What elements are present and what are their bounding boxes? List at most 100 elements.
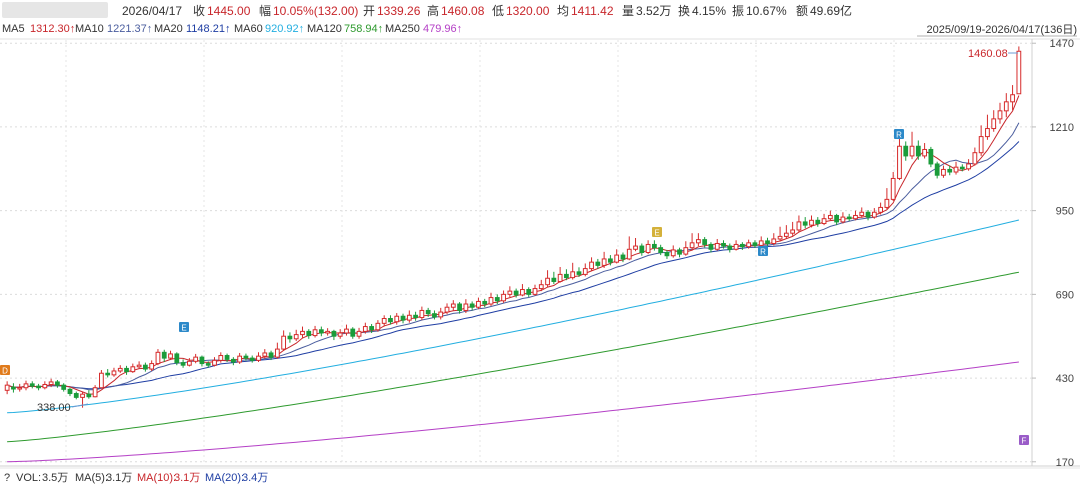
vol-ma10-label: MA(10): xyxy=(137,472,176,484)
candle xyxy=(1010,85,1015,111)
candle-body xyxy=(557,273,563,282)
candle xyxy=(859,207,865,218)
candle xyxy=(1016,46,1022,95)
candle-body xyxy=(155,351,161,365)
candle xyxy=(381,315,387,327)
candle xyxy=(834,213,840,226)
candle-body xyxy=(494,297,500,302)
candle xyxy=(130,363,136,373)
candle xyxy=(224,353,230,362)
candle-body xyxy=(733,243,739,250)
candle xyxy=(168,350,173,361)
candle-body xyxy=(168,353,173,359)
candle xyxy=(708,242,714,253)
ma250-label: MA250 xyxy=(385,23,420,35)
candle-body xyxy=(193,356,199,362)
candle xyxy=(526,287,532,297)
stock-name-blurred xyxy=(2,2,108,18)
candle xyxy=(827,210,833,221)
candle-body xyxy=(237,355,243,363)
candle xyxy=(771,233,777,246)
candle xyxy=(306,329,312,339)
event-marker: E xyxy=(652,227,662,238)
candle-body xyxy=(268,352,274,358)
candle xyxy=(815,217,821,227)
candle-body xyxy=(99,372,104,389)
candle-body xyxy=(293,334,299,340)
candle xyxy=(369,323,374,333)
candle xyxy=(136,361,142,369)
candle-body xyxy=(438,311,444,318)
candle-body xyxy=(777,235,783,240)
date-range-label[interactable]: 2025/09/19-2026/04/17(136日) xyxy=(927,24,1077,36)
candle xyxy=(752,240,758,248)
candle-body xyxy=(859,211,865,216)
event-marker-box xyxy=(758,246,768,256)
ma120-line xyxy=(7,271,1019,443)
candle xyxy=(67,387,73,397)
candle-body xyxy=(306,330,312,337)
ma60-value: 920.92↑ xyxy=(265,23,304,35)
candle xyxy=(777,226,783,242)
candle-body xyxy=(1010,94,1015,103)
candle-body xyxy=(985,128,990,138)
header-close-value: 1445.00 xyxy=(207,4,251,18)
candle xyxy=(884,188,890,210)
candle-body xyxy=(551,277,557,282)
candle-body xyxy=(136,364,142,368)
candle xyxy=(356,327,362,339)
candle xyxy=(903,141,909,161)
candle xyxy=(941,165,946,178)
candle xyxy=(268,350,274,361)
candle xyxy=(350,327,356,339)
candle xyxy=(218,352,224,363)
header-high-label: 高 xyxy=(427,3,439,18)
candle xyxy=(193,353,199,364)
candle-body xyxy=(695,239,701,244)
header-volume-label: 量 xyxy=(622,4,634,18)
candle-body xyxy=(205,363,211,366)
candle xyxy=(450,300,456,311)
candle xyxy=(620,252,626,263)
candle xyxy=(249,355,255,363)
header-open-label: 开 xyxy=(363,4,375,18)
candle xyxy=(406,310,412,323)
candle-body xyxy=(991,118,997,130)
ma20-value: 1148.21↑ xyxy=(186,23,230,35)
candle-body xyxy=(746,242,752,248)
candle xyxy=(29,381,35,389)
candle-body xyxy=(476,300,481,308)
candle-body xyxy=(11,386,16,390)
vol-ma10-value: 3.1万 xyxy=(174,472,200,484)
candle-body xyxy=(595,261,601,266)
candle-body xyxy=(526,289,532,295)
candle xyxy=(111,367,117,377)
candle xyxy=(733,240,739,251)
help-icon[interactable]: ? xyxy=(4,472,10,484)
candle-body xyxy=(576,271,582,275)
candle-body xyxy=(413,314,418,319)
candle-body xyxy=(941,168,946,176)
event-marker-letter: F xyxy=(1022,437,1027,446)
event-marker-letter: R xyxy=(760,248,766,257)
candle xyxy=(507,286,513,297)
candle xyxy=(99,370,104,389)
ma10-label: MA10 xyxy=(75,23,104,35)
candle-body xyxy=(815,219,821,225)
candle-body xyxy=(664,252,670,257)
candle xyxy=(664,249,670,259)
candle-body xyxy=(739,243,745,248)
candle-body xyxy=(507,290,513,295)
ma5-line xyxy=(6,95,1020,395)
vol-ma20-label: MA(20): xyxy=(205,472,244,484)
candle xyxy=(897,138,902,181)
event-marker: F xyxy=(1019,435,1029,446)
candle xyxy=(344,324,349,336)
candle-body xyxy=(790,229,796,234)
candle-body xyxy=(890,177,896,200)
candle-body xyxy=(802,221,808,226)
candle-body xyxy=(997,110,1003,120)
vol-ma20-value: 3.4万 xyxy=(242,472,268,484)
candle-body xyxy=(928,148,934,165)
